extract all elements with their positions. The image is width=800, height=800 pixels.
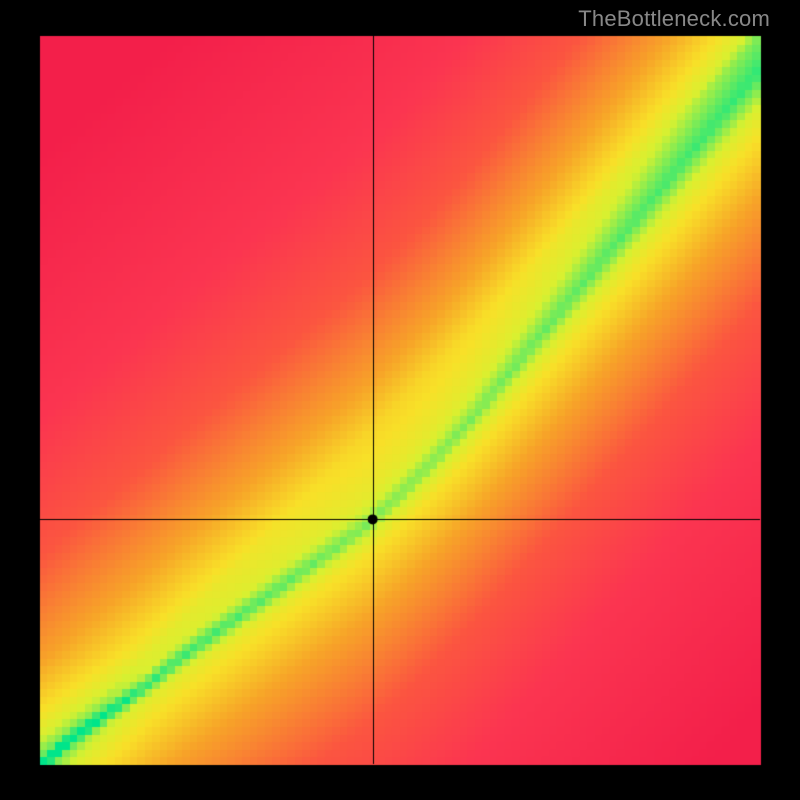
chart-container: TheBottleneck.com: [0, 0, 800, 800]
watermark-text: TheBottleneck.com: [578, 6, 770, 32]
bottleneck-heatmap: [0, 0, 800, 800]
